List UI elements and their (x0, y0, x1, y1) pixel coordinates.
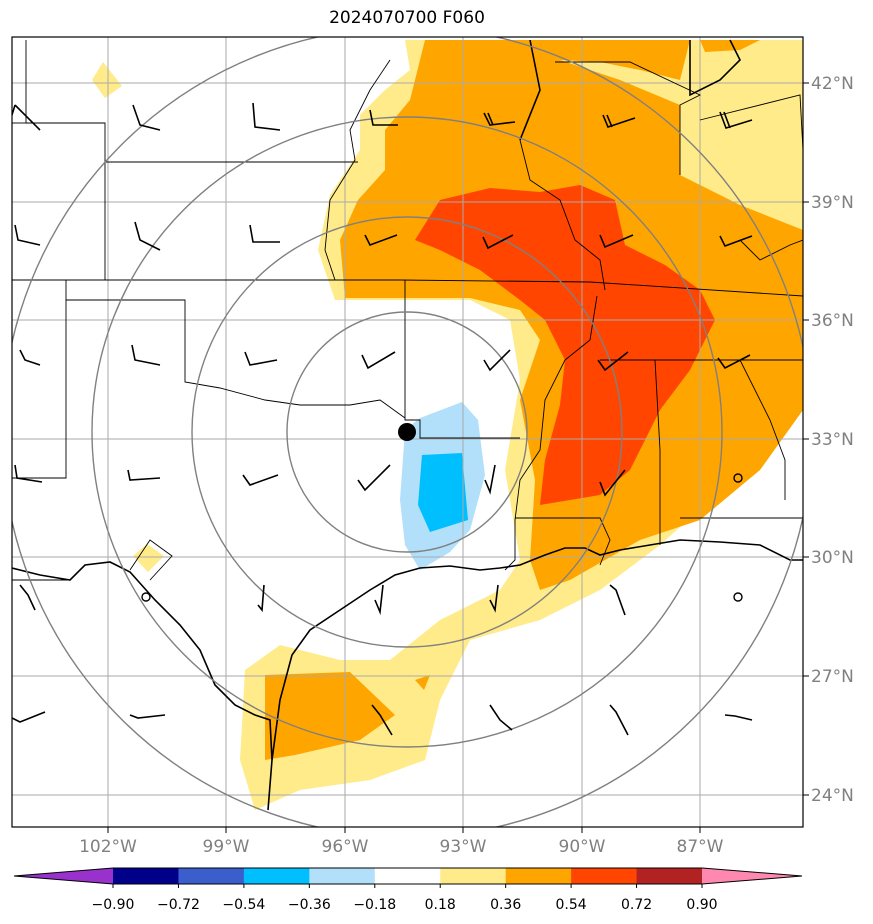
lon-tick-label: 87°W (677, 837, 724, 857)
lat-tick-labels: 42°N 39°N 36°N 33°N 30°N 27°N 24°N (811, 74, 854, 806)
colorbar-label: −0.18 (353, 897, 396, 913)
colorbar-label: 0.90 (686, 897, 717, 913)
colorbar-swatch (309, 868, 376, 884)
map-panel (12, 37, 803, 827)
colorbar-swatch (178, 868, 245, 884)
state-boundaries (12, 40, 803, 581)
plot-frame (11, 36, 804, 828)
colorbar-label: 0.72 (621, 897, 652, 913)
map-title: 2024070700 F060 (329, 8, 485, 28)
colorbar-extend-low (14, 868, 113, 884)
wind-barbs (12, 102, 753, 736)
colorbar-swatch (113, 868, 179, 884)
lon-tick-label: 96°W (322, 837, 369, 857)
lon-tick-label: 90°W (559, 837, 606, 857)
lon-tick-label: 102°W (79, 837, 137, 857)
lat-tick-label: 39°N (811, 193, 854, 213)
range-rings (12, 37, 803, 827)
colorbar-label: −0.54 (222, 897, 265, 913)
lat-tick-label: 24°N (811, 786, 854, 806)
colorbar-label: 0.18 (425, 897, 456, 913)
colorbar-extend-high (702, 868, 802, 884)
colorbar-label: 0.54 (556, 897, 587, 913)
colorbar-swatch (636, 868, 703, 884)
gridlines (12, 37, 803, 827)
lon-tick-labels: 102°W 99°W 96°W 93°W 90°W 87°W (79, 837, 724, 857)
lat-tick-label: 30°N (811, 548, 854, 568)
lon-tick-label: 93°W (440, 837, 487, 857)
lat-tick-label: 33°N (811, 430, 854, 450)
colorbar-label: −0.90 (92, 897, 135, 913)
black-dot-icon (398, 423, 416, 441)
colorbar-swatch (505, 868, 572, 884)
lon-tick-label: 99°W (203, 837, 250, 857)
field-red-orange (415, 185, 715, 505)
lon-ticks (107, 827, 701, 833)
colorbar-swatch (440, 868, 507, 884)
coastlines (12, 39, 803, 811)
lat-tick-label: 27°N (811, 667, 854, 687)
field-deep-sky-blue (418, 453, 468, 532)
colorbar-label: −0.72 (157, 897, 200, 913)
colorbar-label: 0.36 (490, 897, 521, 913)
colorbar-swatch (571, 868, 638, 884)
colorbar-swatch (243, 868, 310, 884)
colorbar-label: −0.36 (288, 897, 331, 913)
lat-ticks (803, 82, 809, 796)
lat-tick-label: 36°N (811, 311, 854, 331)
colorbar: −0.90 −0.72 −0.54 −0.36 −0.18 0.18 0.36 0.54 0.7… (13, 867, 803, 913)
lat-tick-label: 42°N (811, 74, 854, 94)
colorbar-swatch (374, 868, 441, 884)
